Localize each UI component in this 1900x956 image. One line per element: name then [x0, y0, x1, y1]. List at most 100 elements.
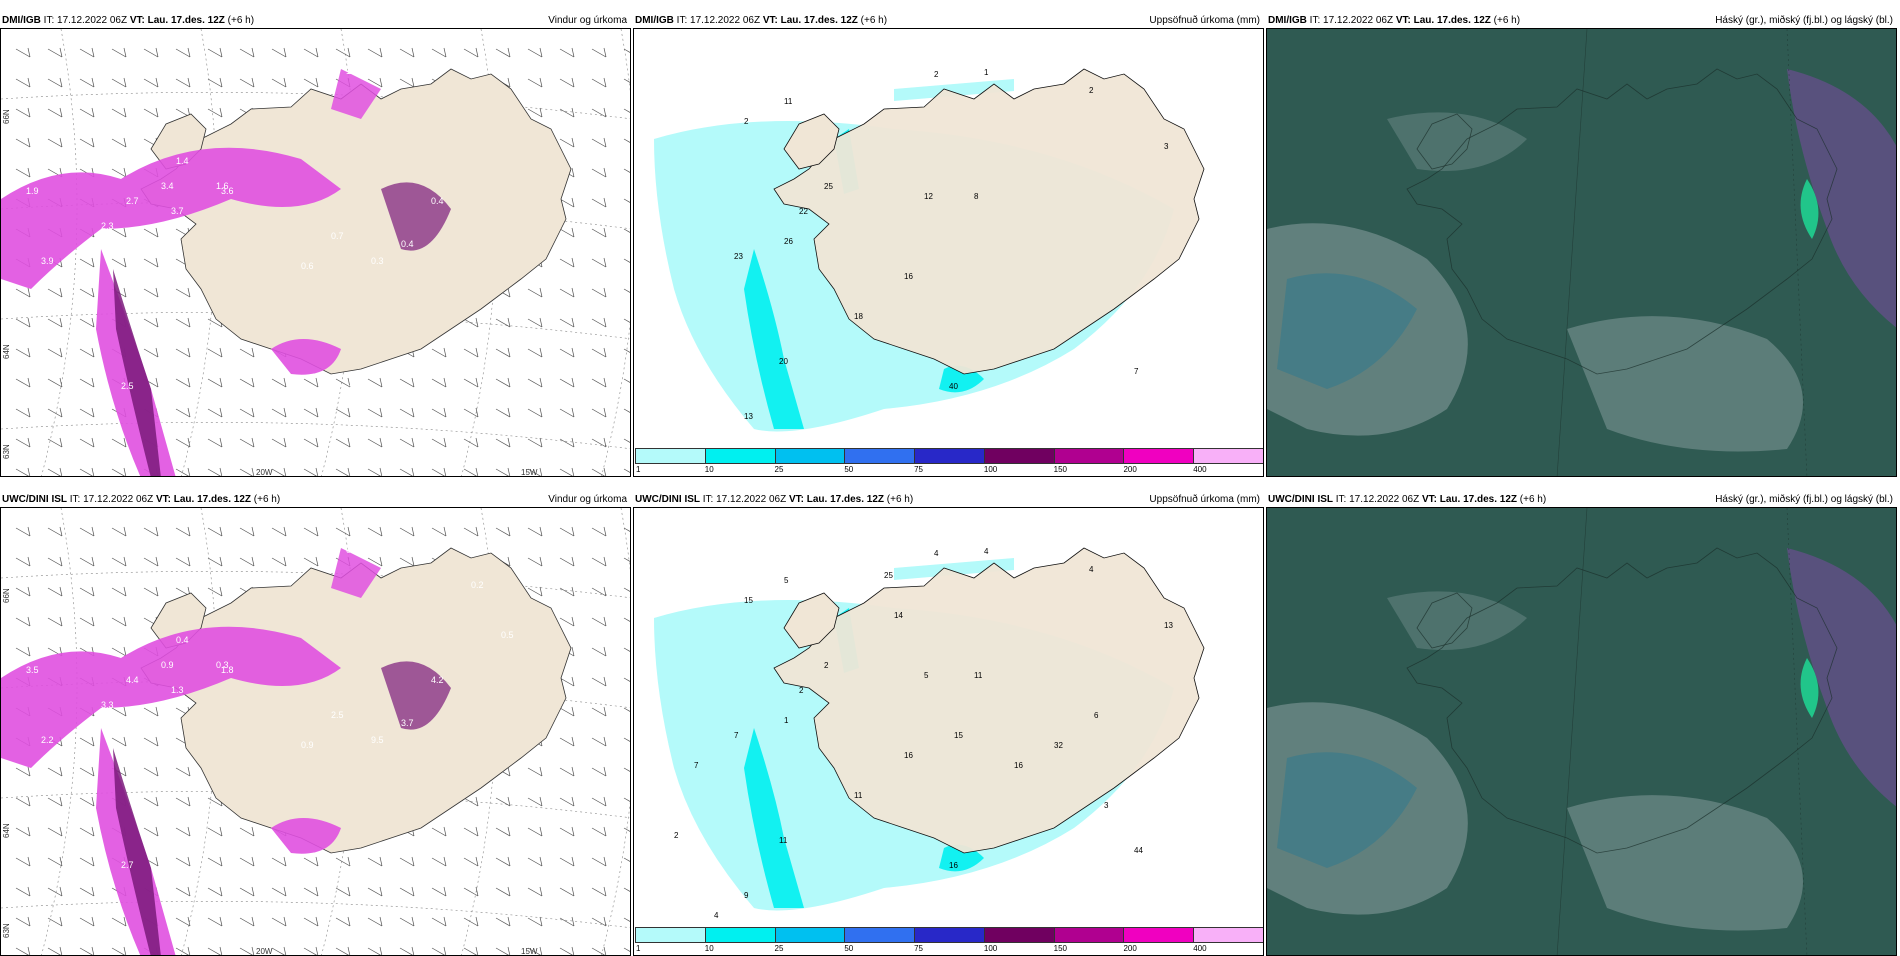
precip-value-label: 3 [1104, 801, 1109, 810]
wind-barb [271, 556, 287, 567]
wind-barb [207, 47, 223, 58]
wind-barb [175, 526, 191, 537]
westfjords-coastline [1416, 113, 1473, 170]
wind-barb [591, 467, 607, 476]
wind-barb [367, 377, 383, 388]
wind-barb [207, 347, 223, 358]
precip-value-label: 3.7 [401, 718, 414, 728]
wind-barb [111, 137, 127, 148]
wind-barb [111, 616, 127, 627]
wind-barb [335, 467, 351, 476]
lat-label: 64N [2, 823, 11, 838]
wind-barb [431, 916, 447, 927]
precip-value-label: 1 [984, 68, 989, 77]
wind-barb [367, 916, 383, 927]
lead-time: (+6 h) [884, 494, 914, 505]
wind-barb [591, 377, 607, 388]
wind-barb [431, 467, 447, 476]
wind-barb [79, 407, 95, 418]
wind-barb [335, 856, 351, 867]
wind-barb [559, 347, 575, 358]
precip-value-label: 2.2 [41, 735, 54, 745]
westfjords-land [783, 113, 840, 170]
colorbar-cell [774, 927, 846, 943]
panel-header: DMI/IGB IT: 17.12.2022 06Z VT: Lau. 17.d… [0, 14, 631, 28]
precip-bands [1, 548, 451, 955]
wind-barb [15, 886, 31, 897]
valid-time: VT: Lau. 17.des. 12Z [155, 494, 251, 505]
precip-value-label: 2 [744, 117, 749, 126]
wind-barb [47, 886, 63, 897]
wind-barb [399, 377, 415, 388]
colorbar-tick: 1 [636, 944, 641, 953]
wind-barb [623, 827, 630, 832]
wind-barb [303, 467, 319, 476]
wind-barb [47, 556, 63, 567]
precip-value-label: 4.7 [131, 321, 144, 331]
wind-barb [47, 47, 63, 58]
wind-barb [591, 407, 607, 418]
lon-label: 15W [521, 468, 538, 477]
wind-barb [143, 766, 159, 777]
lead-time: (+6 h) [251, 494, 281, 505]
wind-barb [271, 526, 287, 537]
panel-header: DMI/IGB IT: 17.12.2022 06Z VT: Lau. 17.d… [633, 14, 1264, 28]
wind-barb [47, 616, 63, 627]
wind-barb [591, 826, 607, 837]
model-name: DMI/IGB [2, 15, 41, 26]
precip-value-label: 1.9 [131, 775, 144, 785]
wind-barb [111, 77, 127, 88]
wind-barb [623, 468, 630, 473]
panel-title: Háský (gr.), miðský (fj.bl.) og lágský (… [1715, 494, 1893, 505]
wind-barb [175, 377, 191, 388]
colorbar-tick: 150 [1053, 465, 1068, 474]
wind-barb [463, 886, 479, 897]
colorbar-tick: 150 [1053, 944, 1068, 953]
wind-barb [527, 347, 543, 358]
panel-title: Uppsöfnuð úrkoma (mm) [1149, 494, 1260, 505]
wind-barb [143, 556, 159, 567]
precip-value-label: 44 [1134, 846, 1143, 855]
wind-barb [591, 856, 607, 867]
precip-value-label: 1.2 [131, 800, 144, 810]
wind-barb [623, 557, 630, 562]
wind-barb [303, 77, 319, 88]
precip-value-label: 0.6 [346, 545, 359, 555]
precip-value-label: 4 [714, 911, 719, 920]
wind-barb [47, 107, 63, 118]
lat-label: 63N [2, 923, 11, 938]
wind-barb [79, 826, 95, 837]
precip-value-label: 0.7 [331, 231, 344, 241]
colorbar-cell [1053, 927, 1125, 943]
wind-barb [143, 107, 159, 118]
wind-barb [431, 826, 447, 837]
wind-barb [495, 377, 511, 388]
coastline [1406, 547, 1838, 854]
lead-time: (+6 h) [1517, 494, 1547, 505]
wind-barb [367, 526, 383, 537]
wind-barb [239, 886, 255, 897]
precip-value-label: 0.2 [471, 580, 484, 590]
wind-barb [47, 317, 63, 328]
cloud-layers [1267, 69, 1896, 452]
wind-barb [239, 856, 255, 867]
wind-barb [143, 317, 159, 328]
wind-barb [175, 437, 191, 448]
wind-barb [559, 137, 575, 148]
precip-value-label: 7 [1134, 367, 1139, 376]
panel-dmi-cloud: DMI/IGB IT: 17.12.2022 06Z VT: Lau. 17.d… [1266, 14, 1897, 477]
precip-value-label: 0.9 [301, 740, 314, 750]
wind-barb [15, 586, 31, 597]
precip-value-label: 8.1 [319, 389, 332, 399]
wind-barb [559, 437, 575, 448]
wind-barb [527, 556, 543, 567]
precip-value-label: 7.1 [151, 356, 164, 366]
wind-barb [15, 826, 31, 837]
wind-barb [495, 47, 511, 58]
init-time: IT: 17.12.2022 06Z [1306, 15, 1396, 26]
panel-title: Uppsöfnuð úrkoma (mm) [1149, 15, 1260, 26]
wind-barb [271, 886, 287, 897]
